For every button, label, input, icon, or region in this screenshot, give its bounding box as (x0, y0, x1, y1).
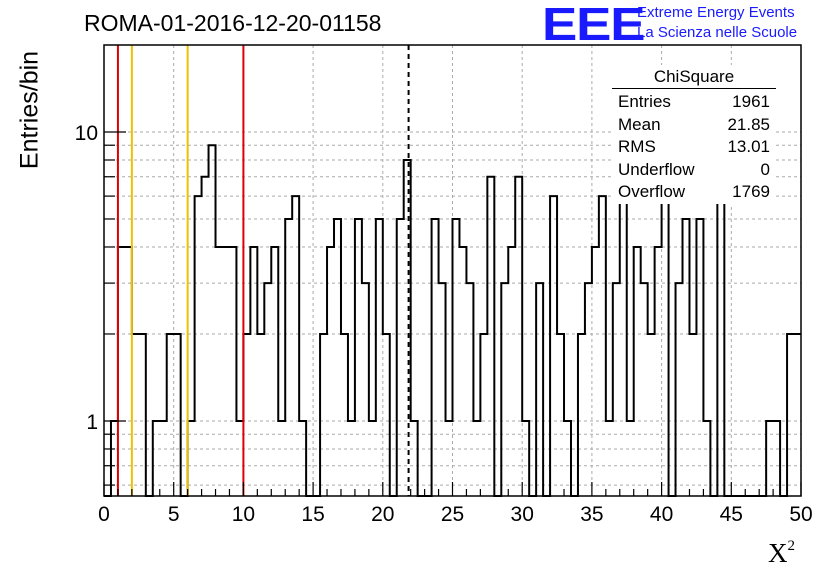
stats-box: ChiSquare Entries 1961 Mean 21.85 RMS 13… (612, 65, 776, 204)
x-tick-label: 0 (98, 503, 110, 526)
y-tick-label: 10 (75, 122, 98, 145)
x-tick-label: 5 (168, 503, 180, 526)
x-tick-label: 25 (441, 503, 464, 526)
stats-value: 1769 (732, 182, 770, 201)
reference-lines (116, 45, 410, 496)
stats-label: Mean (618, 114, 661, 134)
x-tick-label: 40 (650, 503, 673, 526)
stats-value: 0 (760, 159, 770, 179)
stats-label: RMS (618, 137, 656, 156)
x-tick-label: 20 (371, 503, 394, 526)
y-tick-label: 1 (86, 411, 98, 434)
x-axis-label: X2 (768, 538, 795, 569)
stats-row-entries: Entries 1961 (612, 91, 776, 114)
stats-value: 1961 (732, 92, 770, 111)
eee-logo: EEE (542, 0, 646, 50)
x-tick-label: 50 (789, 503, 812, 526)
stats-row-underflow: Underflow 0 (612, 159, 776, 182)
x-tick-label: 45 (720, 503, 743, 526)
chart-title: ROMA-01-2016-12-20-01158 (84, 10, 382, 36)
stats-value: 13.01 (727, 137, 770, 156)
logo-line-2: La Scienza nelle Scuole (637, 24, 798, 41)
stats-row-mean: Mean 21.85 (612, 114, 776, 137)
x-axis-label-base: X (768, 538, 788, 568)
x-tick-label: 30 (511, 503, 534, 526)
stats-box-title: ChiSquare (612, 65, 776, 89)
axes: 0 5 10 15 20 25 30 35 40 45 50 1 10 (75, 44, 813, 526)
histogram (104, 119, 801, 497)
histogram-outline (104, 119, 801, 497)
stats-label: Entries (618, 92, 671, 111)
stats-label: Overflow (618, 182, 686, 201)
stats-row-overflow: Overflow 1769 (612, 181, 776, 204)
y-axis-label: Entries/bin (15, 50, 44, 170)
logo-line-1: Extreme Energy Events (637, 4, 795, 21)
x-tick-label: 35 (580, 503, 603, 526)
x-tick-label: 10 (232, 503, 255, 526)
x-axis-label-superscript: 2 (787, 538, 796, 554)
x-tick-label: 15 (301, 503, 324, 526)
stats-row-rms: RMS 13.01 (612, 136, 776, 159)
stats-value: 21.85 (727, 114, 770, 134)
stats-label: Underflow (618, 159, 695, 179)
